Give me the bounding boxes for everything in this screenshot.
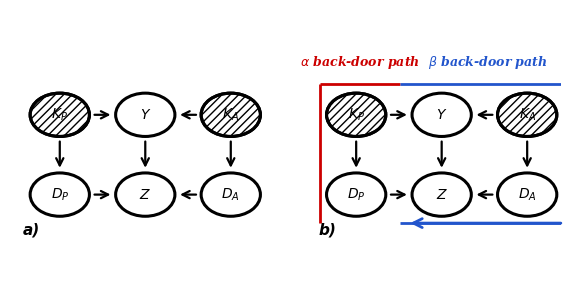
Text: $K_A$: $K_A$ xyxy=(222,107,239,123)
Ellipse shape xyxy=(115,93,175,136)
Text: $D_P$: $D_P$ xyxy=(50,187,69,203)
Text: $D_A$: $D_A$ xyxy=(221,187,240,203)
Ellipse shape xyxy=(412,93,471,136)
Text: $D_P$: $D_P$ xyxy=(347,187,366,203)
Ellipse shape xyxy=(327,93,386,136)
Ellipse shape xyxy=(412,173,471,216)
Text: $Y$: $Y$ xyxy=(436,108,447,122)
Ellipse shape xyxy=(327,173,386,216)
Text: $Z$: $Z$ xyxy=(436,188,448,202)
Ellipse shape xyxy=(201,93,260,136)
Text: $K_A$: $K_A$ xyxy=(518,107,536,123)
Text: $K_P$: $K_P$ xyxy=(52,107,68,123)
Ellipse shape xyxy=(30,93,89,136)
Text: a): a) xyxy=(23,222,40,238)
Text: $D_A$: $D_A$ xyxy=(518,187,537,203)
Text: $K_P$: $K_P$ xyxy=(348,107,365,123)
Text: $Z$: $Z$ xyxy=(139,188,151,202)
Ellipse shape xyxy=(498,173,557,216)
Ellipse shape xyxy=(498,93,557,136)
Text: b): b) xyxy=(319,222,337,238)
Text: $\alpha$ back-door path: $\alpha$ back-door path xyxy=(300,55,420,72)
Ellipse shape xyxy=(30,173,89,216)
Text: $\beta$ back-door path: $\beta$ back-door path xyxy=(428,55,547,72)
Text: $Y$: $Y$ xyxy=(140,108,151,122)
Ellipse shape xyxy=(115,173,175,216)
Ellipse shape xyxy=(201,173,260,216)
